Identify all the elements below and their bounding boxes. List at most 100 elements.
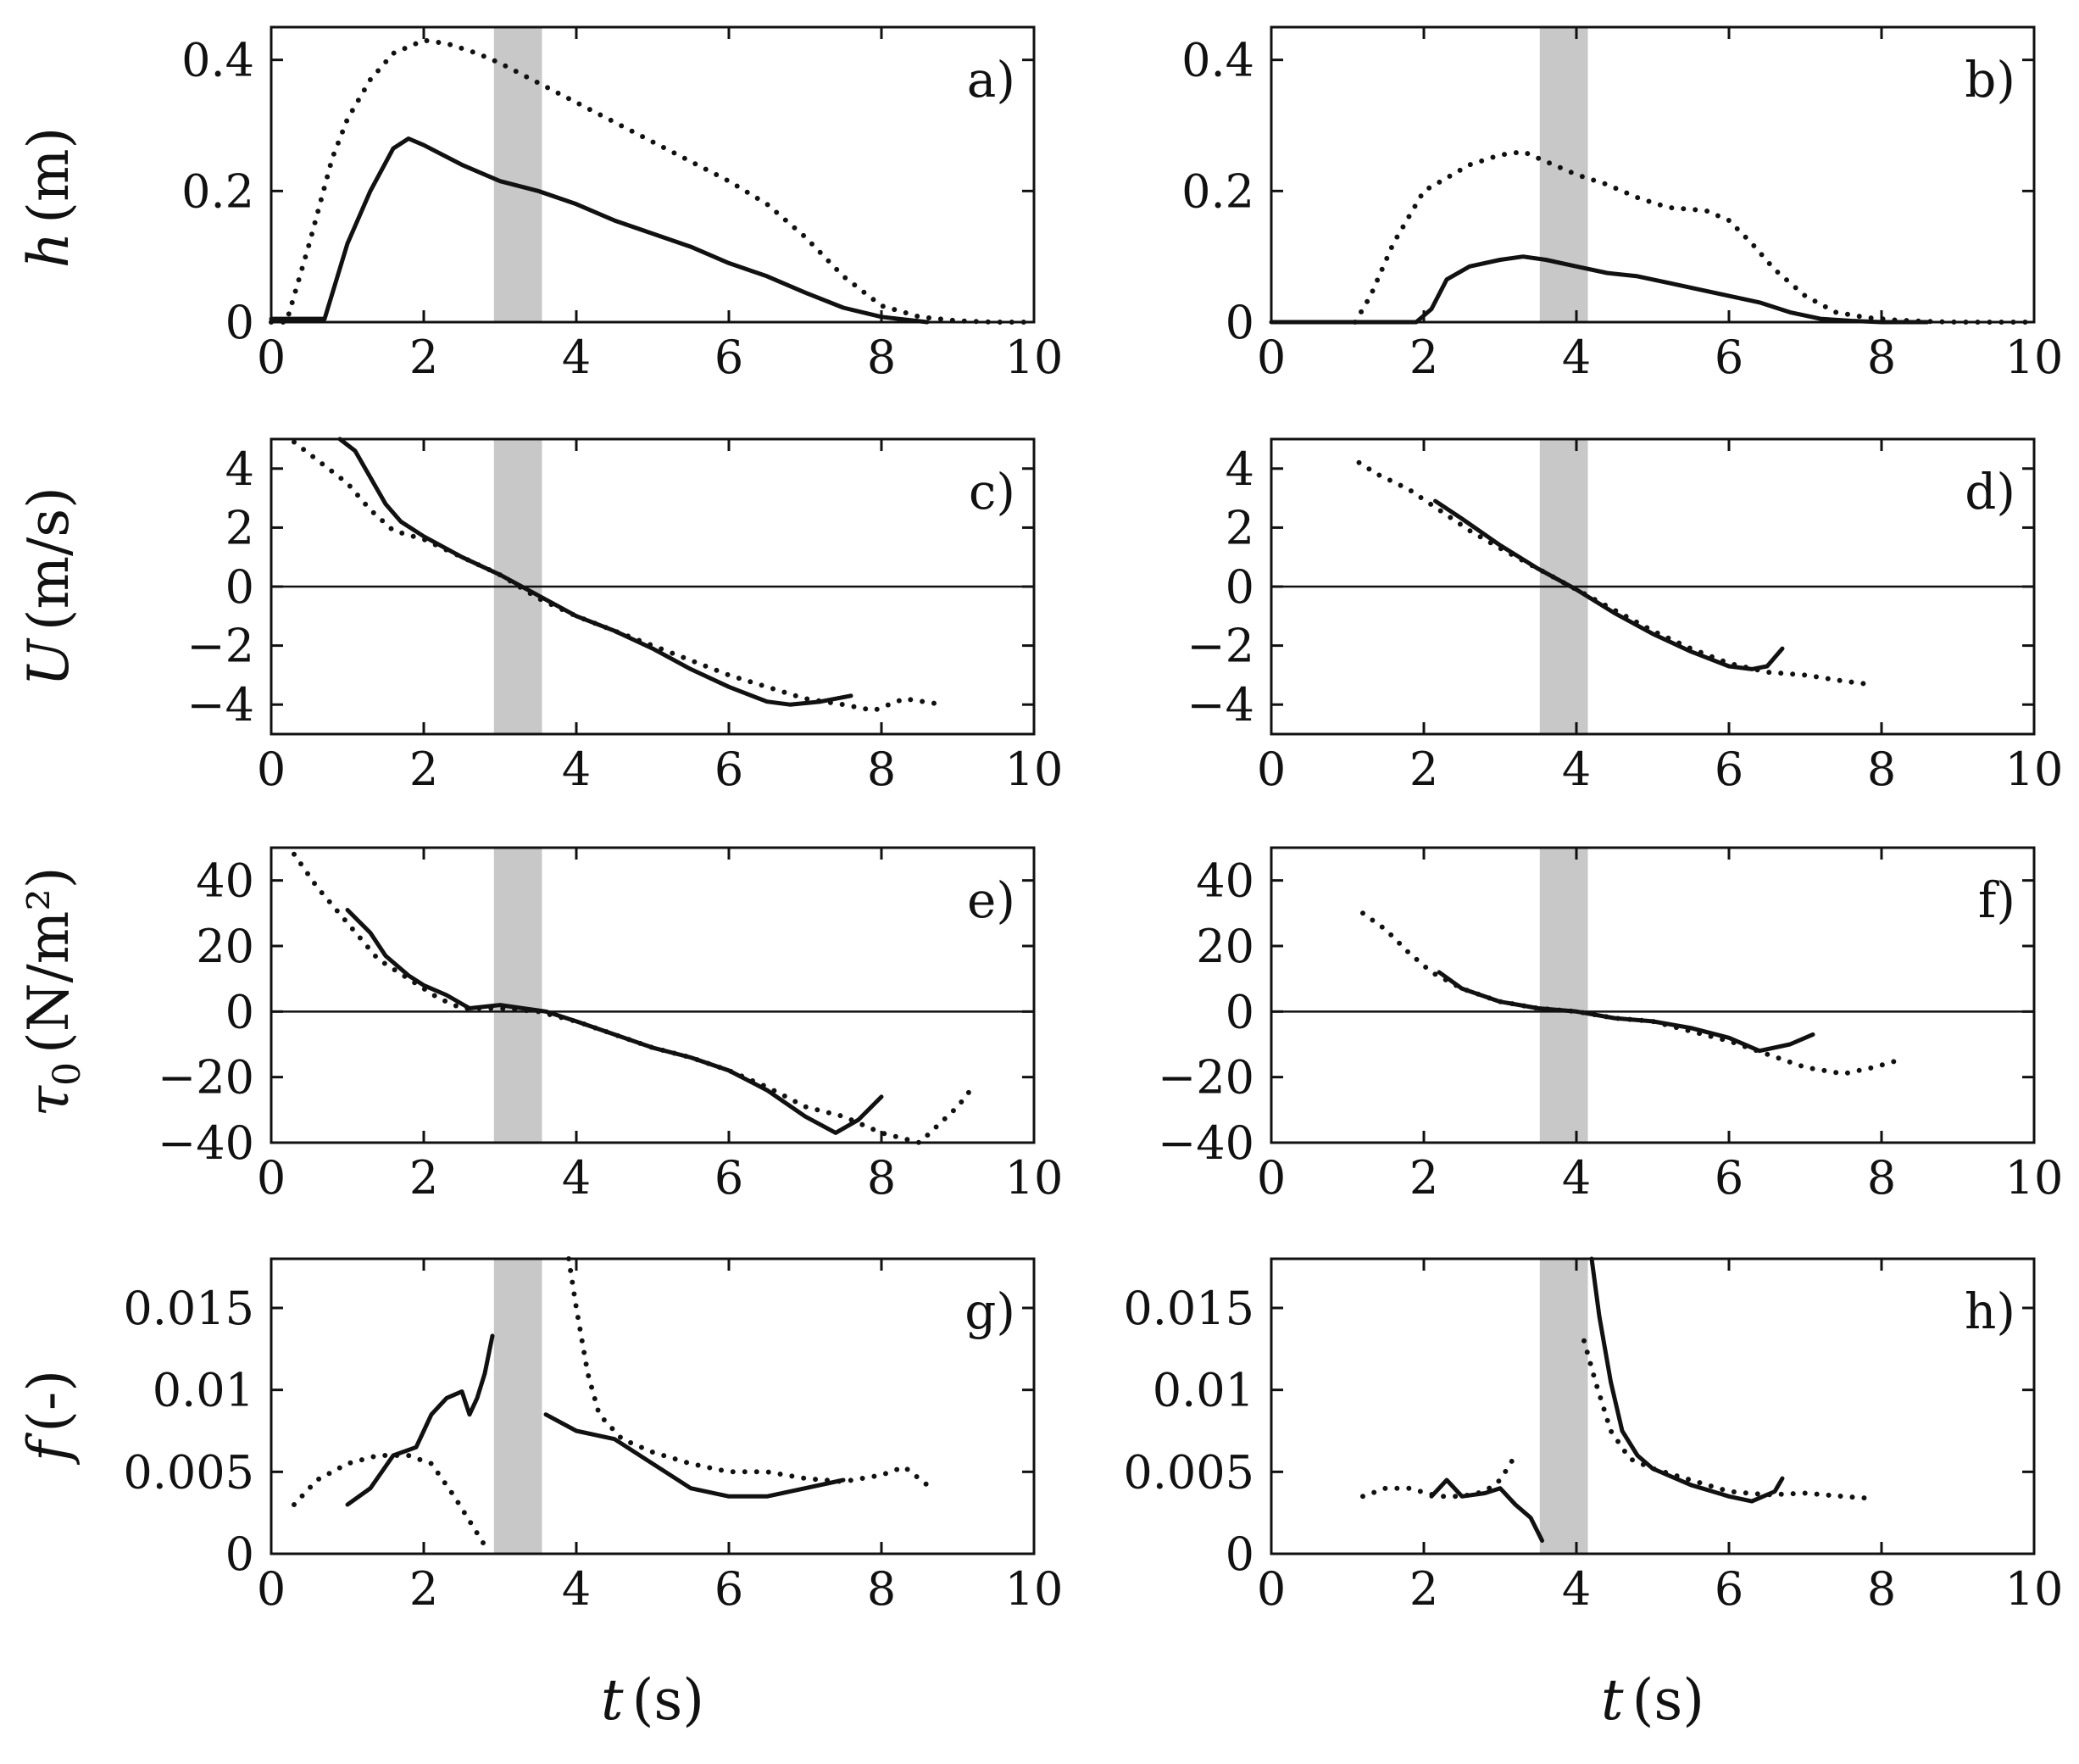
x-tick-label: 2 — [1409, 1151, 1438, 1205]
axes-frame — [1270, 1257, 2036, 1555]
x-tick-label: 4 — [562, 331, 591, 384]
x-tick-label: 6 — [714, 331, 743, 384]
y-tick-label: 0.005 — [1123, 1445, 1254, 1499]
row-ylabel-tau: τ0(N/m²) — [16, 866, 89, 1116]
y-tick-label: −4 — [1187, 678, 1254, 732]
x-tick-label: 0 — [257, 331, 286, 384]
y-tick-label: 0.005 — [123, 1445, 254, 1499]
y-tick-label: −2 — [186, 620, 254, 673]
x-tick-label: 2 — [409, 1562, 438, 1616]
series-solid — [1437, 970, 1815, 1054]
axes-frame — [270, 1257, 1036, 1555]
row-ylabel-h: h(m) — [16, 127, 81, 269]
x-tick-label: 0 — [257, 1562, 286, 1616]
xlabel-left: t (s) — [601, 1667, 704, 1733]
series-dotted-1 — [292, 1453, 487, 1549]
y-tick-label: 4 — [1226, 442, 1254, 496]
x-tick-label: 0 — [1257, 743, 1286, 796]
panel-label: c) — [969, 463, 1015, 520]
series-dotted-2 — [566, 1256, 930, 1488]
series-solid-2 — [543, 1412, 846, 1499]
x-tick-label: 0 — [257, 743, 286, 796]
panel-label: a) — [967, 51, 1015, 109]
series-solid — [337, 437, 853, 707]
x-tick-label: 2 — [1409, 1562, 1438, 1616]
x-tick-label: 2 — [409, 1151, 438, 1205]
y-tick-label: 40 — [1196, 854, 1254, 908]
y-tick-label: 0 — [1226, 296, 1254, 349]
series-solid — [1433, 498, 1785, 671]
y-tick-label: 2 — [1226, 501, 1254, 554]
x-tick-label: 2 — [409, 331, 438, 384]
axes-frame — [270, 25, 1036, 324]
x-tick-label: 4 — [1562, 331, 1591, 384]
x-tick-label: 6 — [714, 1562, 743, 1616]
x-tick-label: 4 — [562, 1151, 591, 1205]
x-tick-label: 0 — [1257, 1151, 1286, 1205]
axes-frame — [1270, 25, 2036, 324]
x-tick-label: 10 — [1005, 331, 1064, 384]
y-tick-label: 0 — [1226, 985, 1254, 1038]
y-tick-label: −20 — [1158, 1051, 1254, 1105]
x-tick-label: 4 — [1562, 1562, 1591, 1616]
axes-frame — [1270, 846, 2036, 1144]
panel-label: f) — [1978, 871, 2015, 929]
x-tick-label: 0 — [1257, 331, 1286, 384]
x-tick-label: 10 — [1005, 1151, 1064, 1205]
x-tick-label: 8 — [1867, 743, 1896, 796]
x-tick-label: 10 — [2005, 331, 2064, 384]
x-tick-label: 6 — [714, 1151, 743, 1205]
shade-band — [493, 1259, 542, 1554]
series-dotted — [292, 439, 945, 714]
x-tick-label: 10 — [1005, 743, 1064, 796]
panel-label: e) — [967, 871, 1015, 929]
x-tick-label: 2 — [409, 743, 438, 796]
x-tick-label: 8 — [1867, 1151, 1896, 1205]
panel-b: 0 2 4 6 8 10 0 0.2 0.4 b) — [1181, 25, 2064, 384]
row-ylabel-u: U(m/s) — [16, 487, 81, 687]
series-solid — [269, 136, 930, 325]
panel-a: 0 2 4 6 8 10 0 0.2 0.4 a) — [181, 25, 1064, 384]
shade-band — [1539, 1259, 1588, 1554]
x-tick-label: 10 — [2005, 743, 2064, 796]
x-tick-label: 0 — [257, 1151, 286, 1205]
x-tick-label: 6 — [1715, 331, 1743, 384]
x-tick-label: 8 — [867, 331, 896, 384]
x-tick-label: 8 — [867, 1151, 896, 1205]
axes-frame — [270, 846, 1036, 1144]
y-tick-label: −4 — [186, 678, 254, 732]
panel-g: 0 2 4 6 8 10 0 0.005 0.01 0.015 g) — [123, 1256, 1063, 1616]
x-tick-label: 4 — [1562, 743, 1591, 796]
y-tick-label: 4 — [225, 442, 254, 496]
y-tick-label: 0.015 — [123, 1282, 254, 1335]
y-tick-label: 0.015 — [1123, 1282, 1254, 1335]
series-dotted — [1356, 459, 1869, 687]
y-tick-label: −40 — [1158, 1116, 1254, 1170]
x-tick-label: 0 — [1257, 1562, 1286, 1616]
panel-label: d) — [1965, 463, 2015, 520]
y-tick-label: −40 — [158, 1116, 254, 1170]
series-solid-1 — [1429, 1477, 1544, 1543]
y-tick-label: 0.4 — [181, 34, 254, 87]
panel-label: g) — [964, 1283, 1015, 1340]
y-tick-label: 0 — [1226, 1528, 1254, 1581]
y-tick-label: 0.2 — [1181, 164, 1254, 218]
y-tick-label: 0.01 — [153, 1364, 254, 1417]
panel-h: 0 2 4 6 8 10 0 0.005 0.01 0.015 h) — [1123, 1256, 2063, 1616]
x-tick-label: 6 — [1715, 1562, 1743, 1616]
series-solid-1 — [345, 1333, 495, 1507]
y-tick-label: 20 — [1196, 920, 1254, 973]
y-tick-label: 2 — [225, 501, 254, 554]
y-tick-label: 0 — [225, 1528, 254, 1581]
y-tick-label: 20 — [196, 920, 254, 973]
panel-label: h) — [1965, 1283, 2015, 1340]
shade-band — [1539, 848, 1588, 1143]
shade-band — [493, 27, 542, 322]
series-dotted — [269, 37, 1037, 325]
y-tick-label: −20 — [158, 1051, 254, 1105]
x-tick-label: 6 — [1715, 1151, 1743, 1205]
